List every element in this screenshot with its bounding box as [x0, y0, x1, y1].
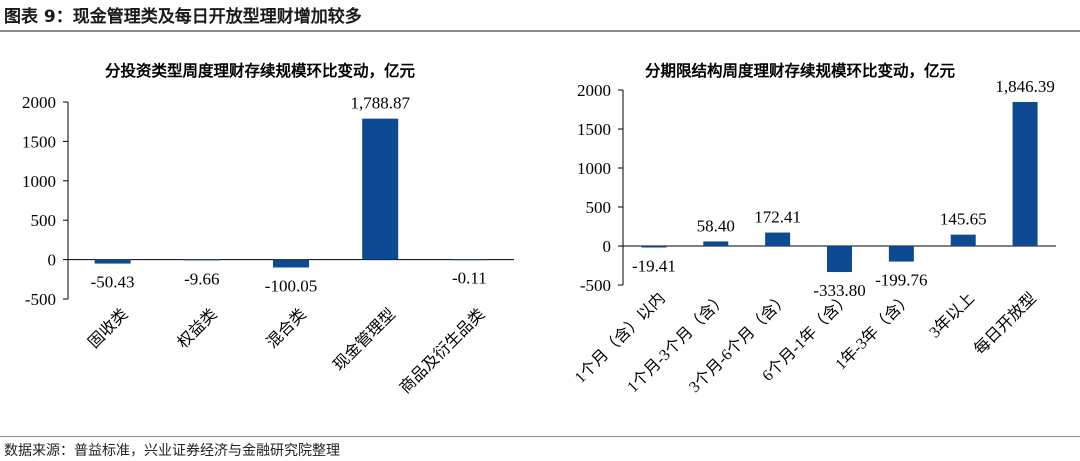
bar: [94, 259, 131, 264]
cat-label-equity: 权益类: [174, 305, 221, 352]
bar: [703, 241, 729, 246]
data-label: 145.65: [940, 210, 987, 229]
data-label: 172.41: [754, 208, 801, 227]
data-label: -9.66: [184, 269, 219, 288]
bar: [950, 234, 976, 246]
data-label: -50.43: [91, 273, 135, 292]
bar: [765, 232, 791, 246]
data-label: 1,788.87: [350, 94, 410, 113]
y-tick-label: 1500: [22, 132, 56, 151]
figure-title: 图表 9：现金管理类及每日开放型理财增加较多: [4, 7, 362, 27]
chart-title: 分投资类型周度理财存续规模环比变动，亿元: [105, 61, 416, 80]
cat-label-3m-6m: 3个月-6个月（含）: [685, 289, 792, 396]
chart-title: 分期限结构周度理财存续规模环比变动，亿元: [645, 61, 956, 80]
data-label: -0.11: [452, 269, 487, 288]
y-tick-label: -500: [580, 276, 611, 295]
data-label: 58.40: [697, 216, 735, 235]
cat-label-1m-3m: 1个月-3个月（含）: [624, 289, 731, 396]
bar: [451, 259, 488, 261]
bar: [827, 246, 852, 273]
bar: [641, 246, 667, 248]
y-tick-label: 1000: [577, 159, 611, 178]
data-label: -199.76: [875, 271, 927, 290]
bar: [273, 259, 309, 268]
y-tick-label: 2000: [577, 81, 611, 100]
data-label: -333.80: [813, 281, 865, 300]
y-tick-label: 500: [586, 198, 612, 217]
bar: [183, 259, 220, 261]
cat-label-cash-management: 现金管理型: [330, 305, 399, 374]
top-rule: [0, 30, 1080, 32]
y-tick-label: 2000: [22, 93, 56, 112]
chart-by-term-structure: 分期限结构周度理财存续规模环比变动，亿元 -500 0 500 1000 1500 2000…: [571, 61, 1056, 396]
cat-label-daily-open: 每日开放型: [971, 289, 1040, 358]
cat-label-over-3y: 3年以上: [926, 289, 978, 341]
y-tick-label: 0: [48, 251, 57, 270]
bottom-rule: [0, 436, 1080, 437]
bar: [1012, 101, 1038, 246]
source-note: 数据来源：普益标准，兴业证券经济与金融研究院整理: [4, 443, 340, 459]
y-tick-label: 1500: [577, 120, 611, 139]
y-tick-label: 0: [603, 237, 612, 256]
bar: [362, 118, 399, 260]
cat-label-mixed: 混合类: [263, 305, 310, 352]
y-tick-label: 500: [31, 211, 57, 230]
bar: [888, 246, 914, 262]
data-label: -100.05: [265, 276, 317, 295]
y-tick-label: -500: [25, 290, 56, 309]
y-tick-label: 1000: [22, 172, 56, 191]
cat-label-commodity-derivatives: 商品及衍生品类: [396, 305, 488, 397]
chart-by-investment-type: 分投资类型周度理财存续规模环比变动，亿元 -500 0 500 1000 1500 2000…: [22, 61, 514, 397]
cat-label-fixed-income: 固收类: [85, 305, 132, 352]
data-label: -19.41: [632, 257, 676, 276]
data-label: 1,846.39: [995, 77, 1055, 96]
